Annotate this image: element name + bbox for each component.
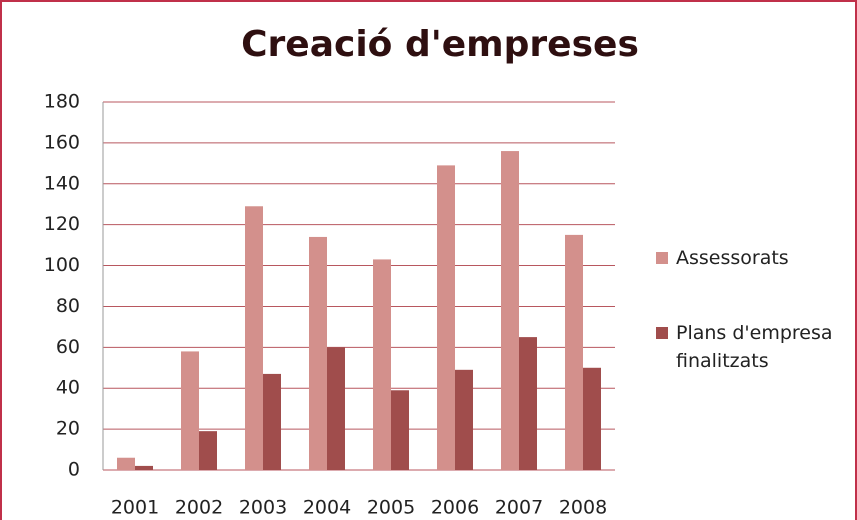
x-tick-label: 2008 <box>559 497 607 519</box>
bar <box>199 431 217 470</box>
bar <box>391 390 409 470</box>
bar <box>327 347 345 470</box>
bar <box>437 165 455 470</box>
legend-label: Assessorats <box>676 247 789 269</box>
bar <box>373 259 391 470</box>
y-tick-label: 80 <box>56 295 80 317</box>
legend-swatch <box>656 252 668 264</box>
bar <box>245 206 263 470</box>
bar <box>583 367 601 470</box>
chart-title: Creació d'empreses <box>241 24 639 65</box>
bar <box>181 351 199 470</box>
y-tick-label: 160 <box>44 131 80 153</box>
bar <box>501 151 519 471</box>
x-tick-label: 2007 <box>495 497 543 519</box>
y-tick-label: 120 <box>44 213 80 235</box>
y-tick-label: 180 <box>44 91 80 113</box>
bar <box>455 369 473 470</box>
bar <box>565 234 583 470</box>
bar <box>519 337 537 470</box>
legend-swatch <box>656 327 668 339</box>
x-tick-label: 2005 <box>367 497 415 519</box>
x-tick-label: 2004 <box>303 497 351 519</box>
bar <box>117 457 135 470</box>
legend-label: Plans d'empresa finalitzats <box>676 322 833 372</box>
y-tick-label: 60 <box>56 336 80 358</box>
bar <box>309 236 327 470</box>
y-tick-label: 20 <box>56 418 80 440</box>
bar <box>263 373 281 470</box>
y-tick-label: 40 <box>56 377 80 399</box>
bar <box>135 465 153 470</box>
y-tick-label: 100 <box>44 254 80 276</box>
y-tick-label: 0 <box>68 459 80 481</box>
x-tick-label: 2006 <box>431 497 479 519</box>
x-tick-label: 2002 <box>175 497 223 519</box>
x-tick-label: 2001 <box>111 497 159 519</box>
y-tick-label: 140 <box>44 172 80 194</box>
x-tick-label: 2003 <box>239 497 287 519</box>
